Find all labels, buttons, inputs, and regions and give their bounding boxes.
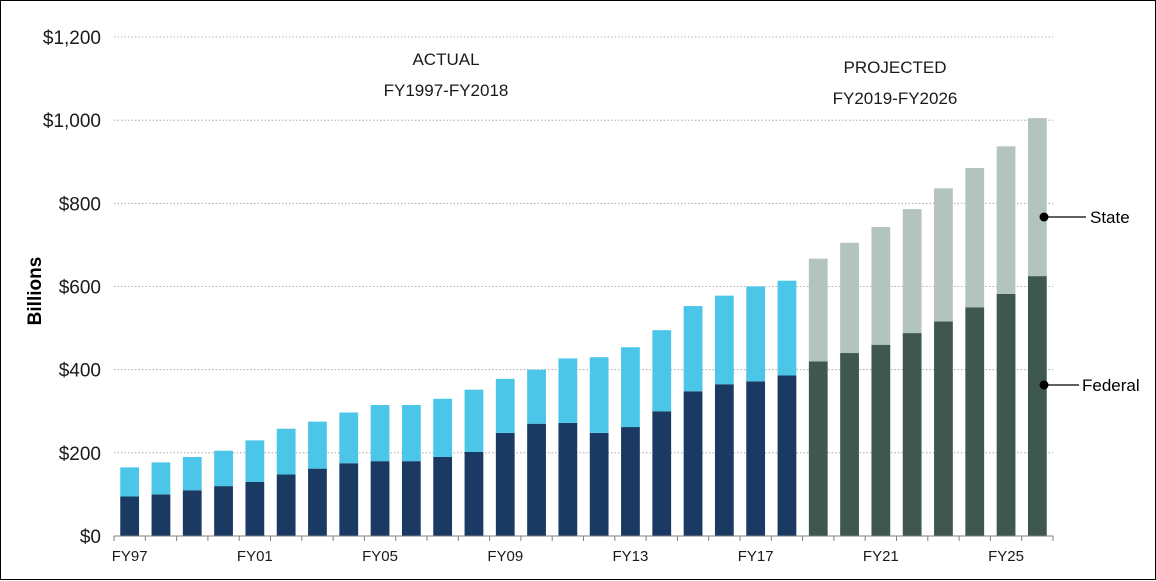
- bar-federal-FY03: [308, 468, 327, 536]
- bar-state-FY13: [621, 347, 640, 428]
- bar-federal-FY13: [621, 427, 640, 536]
- bar-federal-FY08: [464, 452, 484, 536]
- bar-federal-FY16: [714, 384, 734, 536]
- bar-federal-FY04: [339, 463, 359, 536]
- bar-federal-FY22: [902, 333, 922, 536]
- y-axis-label: Billions: [25, 257, 46, 326]
- bar-federal-FY10: [527, 423, 546, 536]
- bar-federal-FY98: [151, 494, 171, 536]
- bar-state-FY21: [871, 227, 891, 345]
- bar-state-FY20: [840, 242, 859, 354]
- x-tick-label: FY17: [738, 548, 774, 565]
- bar-federal-FY24: [965, 307, 985, 536]
- x-tick-label: FY09: [487, 548, 523, 565]
- actual-label-line1: ACTUAL: [412, 50, 479, 69]
- bar-federal-FY15: [683, 391, 703, 536]
- y-tick-label: $600: [59, 278, 101, 299]
- bar-state-FY14: [652, 330, 672, 412]
- x-axis: [113, 535, 1054, 541]
- bar-federal-FY05: [370, 461, 390, 536]
- legend-federal-label: Federal: [1082, 376, 1140, 395]
- y-tick-label: $800: [59, 194, 101, 215]
- bar-state-FY08: [464, 389, 484, 453]
- bar-state-FY97: [120, 467, 140, 497]
- bar-state-FY05: [370, 405, 390, 462]
- bar-state-FY02: [276, 428, 296, 475]
- x-tick-label: FY01: [237, 548, 273, 565]
- bar-state-FY24: [965, 167, 985, 308]
- bar-state-FY10: [527, 369, 546, 424]
- bar-federal-FY14: [652, 411, 672, 536]
- bar-federal-FY25: [996, 293, 1016, 536]
- bar-state-FY04: [339, 412, 359, 464]
- bar-state-FY22: [902, 209, 922, 334]
- legend-state-label: State: [1090, 208, 1130, 227]
- bar-federal-FY11: [558, 422, 578, 536]
- bar-federal-FY20: [840, 353, 859, 536]
- legend: State Federal: [1039, 208, 1140, 395]
- projected-label-line1: PROJECTED: [844, 58, 947, 77]
- bar-state-FY00: [214, 450, 233, 487]
- x-tick-label: FY21: [863, 548, 899, 565]
- y-tick-label: $1,200: [43, 28, 101, 49]
- x-tick-label: FY05: [362, 548, 398, 565]
- bar-state-FY17: [746, 286, 766, 382]
- bar-federal-FY01: [245, 481, 265, 536]
- x-tick-label: FY25: [988, 548, 1024, 565]
- gridlines: [114, 36, 1053, 454]
- bar-state-FY26: [1027, 118, 1047, 277]
- projected-label-line2: FY2019-FY2026: [833, 89, 958, 108]
- bar-state-FY15: [683, 306, 703, 392]
- x-tick-label: FY13: [613, 548, 649, 565]
- bar-state-FY18: [777, 280, 797, 376]
- bar-federal-FY12: [589, 432, 609, 536]
- bar-federal-FY18: [777, 375, 797, 536]
- bar-federal-FY21: [871, 344, 891, 536]
- y-tick-label: $0: [80, 527, 101, 548]
- bar-state-FY25: [996, 146, 1016, 294]
- bar-federal-FY07: [433, 456, 453, 536]
- bar-federal-FY26: [1027, 276, 1047, 536]
- bar-federal-FY99: [182, 490, 202, 536]
- bar-federal-FY02: [276, 474, 296, 536]
- bar-state-FY03: [308, 421, 327, 469]
- bar-state-FY07: [433, 398, 453, 457]
- x-axis-ticks: FY97 FY01 FY05 FY09 FY13 FY17 FY21 FY25: [112, 548, 1024, 565]
- y-tick-label: $400: [59, 361, 101, 382]
- y-tick-label: $200: [59, 444, 101, 465]
- bar-state-FY99: [182, 456, 202, 491]
- bar-state-FY11: [558, 358, 578, 423]
- bar-federal-FY09: [495, 432, 515, 536]
- y-axis-ticks: $0 $200 $400 $600 $800 $1,000 $1,200: [43, 28, 101, 548]
- bar-state-FY12: [589, 357, 609, 433]
- bar-federal-FY97: [120, 496, 140, 536]
- bar-state-FY16: [714, 295, 734, 385]
- bar-federal-FY06: [401, 461, 421, 536]
- bar-federal-FY17: [746, 381, 766, 536]
- x-tick-label: FY97: [112, 548, 148, 565]
- bar-state-FY09: [495, 378, 515, 433]
- bar-state-FY98: [151, 462, 171, 495]
- bar-state-FY01: [245, 440, 265, 482]
- actual-label-line2: FY1997-FY2018: [384, 81, 509, 100]
- bar-state-FY19: [808, 258, 828, 362]
- bar-federal-FY00: [214, 486, 233, 536]
- bar-federal-FY19: [808, 361, 828, 536]
- bar-state-FY06: [401, 405, 421, 462]
- y-tick-label: $1,000: [43, 111, 101, 132]
- bar-federal-FY23: [934, 321, 953, 536]
- bars: [120, 118, 1047, 536]
- bar-state-FY23: [934, 188, 953, 322]
